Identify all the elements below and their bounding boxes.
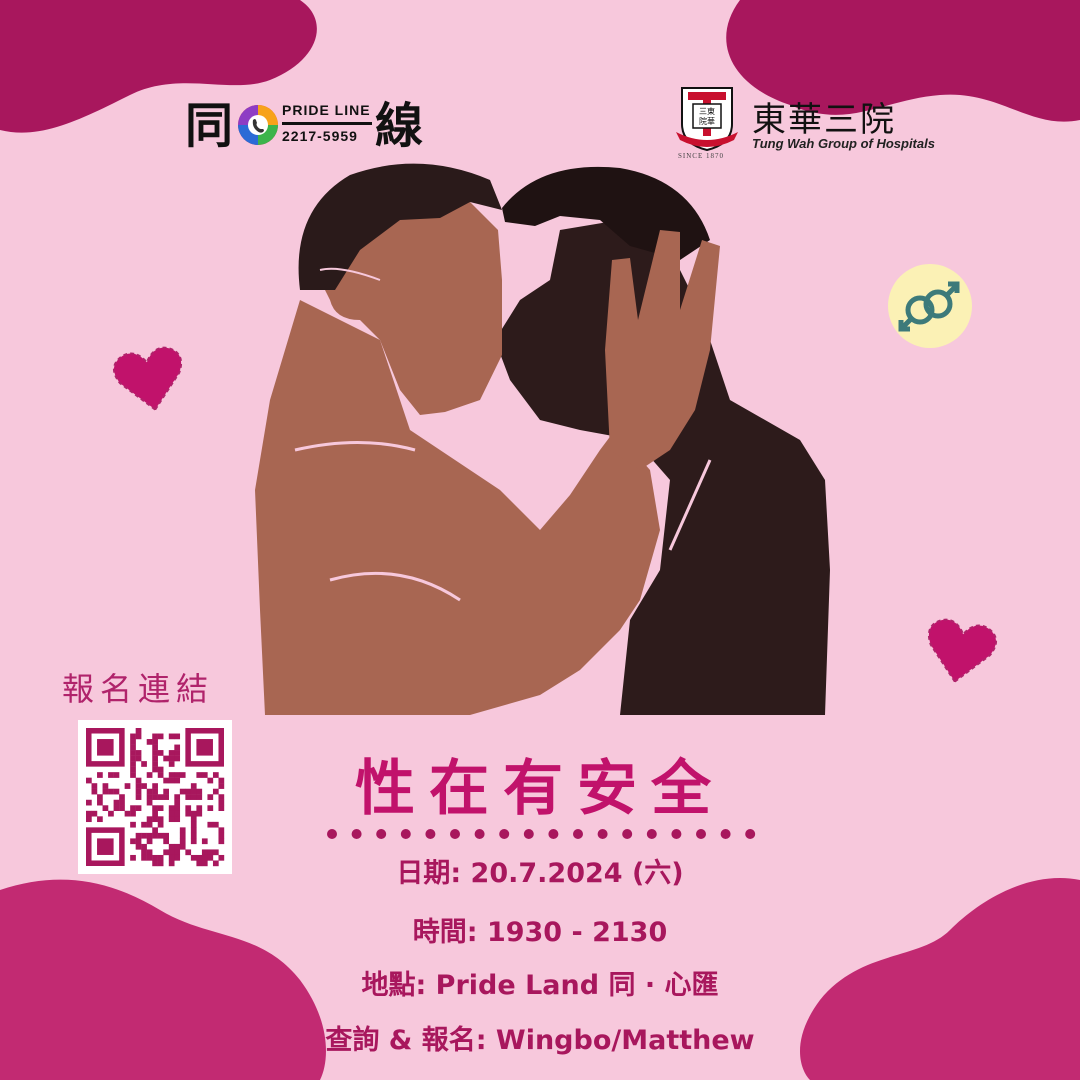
svg-text:三東: 三東 [699,106,715,116]
registration-label: 報名連結 [62,670,215,708]
twgh-crest-icon: 三東 院華 [676,87,738,152]
event-contact: 查詢 & 報名: Wingbo/Matthew [325,1025,755,1056]
gender-badge [888,264,972,348]
pride-line-logo: 同 PRIDE LINE 2217-5959 線 [185,98,435,154]
pride-line-divider [282,122,372,125]
twgh-name-en: Tung Wah Group of Hospitals [752,136,935,151]
pride-line-name: PRIDE LINE [282,102,371,118]
twgh-name-cn: 東華三院 [752,100,896,140]
couple-illustration [255,163,830,715]
qr-code[interactable] [78,720,232,874]
pride-line-char-right: 線 [375,98,424,154]
twgh-logo: 三東 院華 東華三院 Tung Wah Group of Hospitals S… [672,84,942,164]
event-date: 日期: 20.7.2024 (六) [396,858,684,889]
twgh-since: SINCE 1870 [678,152,724,160]
heart-icon [112,346,183,411]
event-time: 時間: 1930 - 2130 [412,917,668,948]
event-title: 性在有安全 [355,754,725,824]
male-male-icon [898,281,960,332]
pride-line-phone: 2217-5959 [282,128,358,144]
heart-icon [927,618,998,683]
pride-line-char-left: 同 [185,98,234,154]
top-left-blob [0,0,317,133]
svg-text:院華: 院華 [699,116,715,126]
top-right-blob [726,0,1080,122]
dot-divider [327,829,756,839]
event-venue: 地點: Pride Land 同 · 心匯 [361,970,719,1001]
bottom-left-blob [0,879,326,1080]
phone-icon [238,105,278,145]
bottom-right-blob [800,878,1080,1080]
